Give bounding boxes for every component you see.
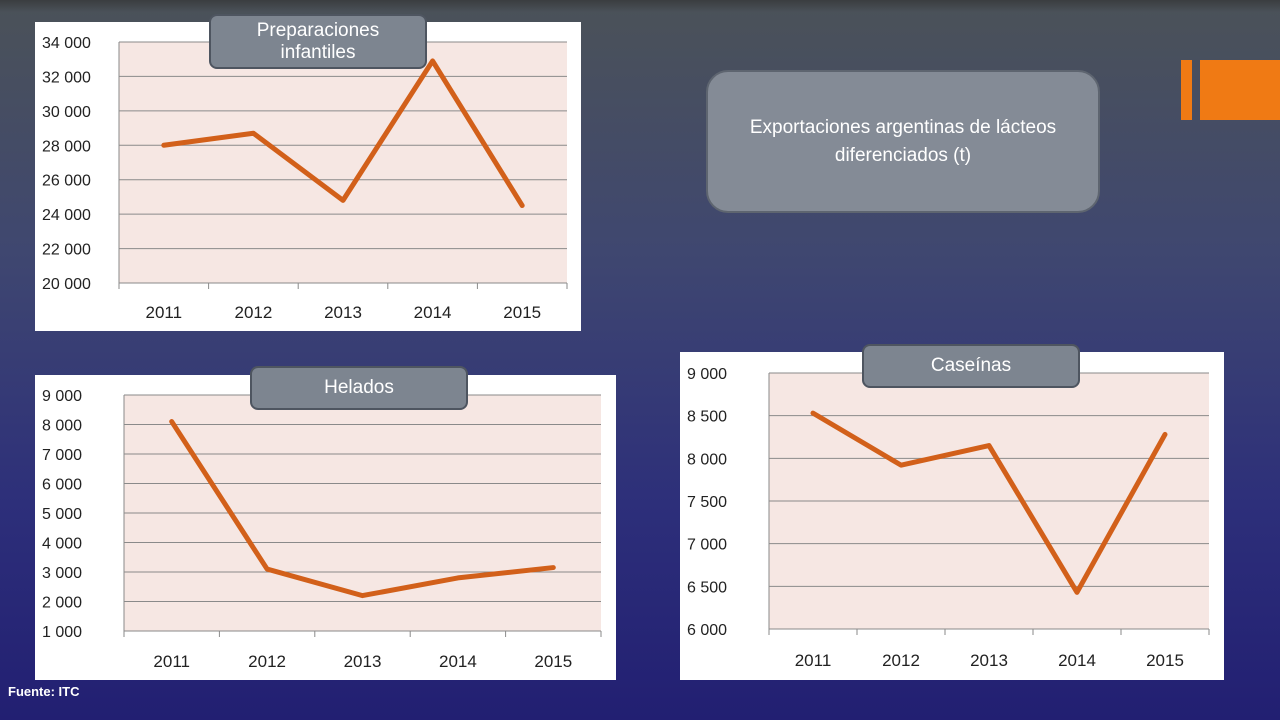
- y-tick-label: 7 000: [687, 537, 727, 554]
- plot-area: [119, 42, 567, 283]
- chart-svg: 1 000 2 000 3 000 4 000 5 000 6 000 7 000 8 000…: [42, 388, 602, 671]
- y-tick-label: 20 000: [42, 276, 91, 293]
- chart-helados: 1 000 2 000 3 000 4 000 5 000 6 000 7 000 8 000…: [35, 375, 616, 680]
- chart-svg: 6 000 6 500 7 000 7 500 8 000 8 500 9 000 2011 2…: [687, 366, 1210, 670]
- chart-caseinas: 6 000 6 500 7 000 7 500 8 000 8 500 9 000 2011 2…: [680, 352, 1224, 680]
- x-tick-label: 2012: [234, 303, 272, 322]
- x-tick-label: 2013: [324, 303, 362, 322]
- y-tick-label: 1 000: [42, 624, 82, 641]
- chart-title-helados: Helados: [250, 366, 468, 410]
- y-tick-label: 22 000: [42, 242, 91, 259]
- y-tick-label: 24 000: [42, 207, 91, 224]
- y-tick-label: 4 000: [42, 536, 82, 553]
- x-tick-label: 2015: [534, 652, 572, 671]
- y-tick-label: 34 000: [42, 35, 91, 52]
- top-shadow-bar: [0, 0, 1280, 12]
- x-tick-label: 2013: [344, 652, 382, 671]
- chart-preparaciones-infantiles: 20 000 22 000 24 000 26 000 28 000 30 000 32 0…: [35, 22, 581, 331]
- y-tick-label: 6 500: [687, 579, 727, 596]
- y-tick-label: 3 000: [42, 565, 82, 582]
- x-tick-label: 2014: [439, 652, 477, 671]
- x-tick-label: 2011: [146, 303, 183, 322]
- y-tick-label: 5 000: [42, 506, 82, 523]
- chart-title-caseinas: Caseínas: [862, 344, 1080, 388]
- y-tick-label: 7 000: [42, 447, 82, 464]
- x-tick-label: 2015: [503, 303, 541, 322]
- x-tick-label: 2011: [153, 652, 190, 671]
- y-tick-label: 6 000: [42, 477, 82, 494]
- slide-title: Exportaciones argentinas de lácteos dife…: [706, 70, 1100, 213]
- y-tick-label: 7 500: [687, 494, 727, 511]
- x-tick-label: 2011: [795, 651, 832, 670]
- y-tick-label: 8 500: [687, 409, 727, 426]
- y-tick-label: 8 000: [42, 418, 82, 435]
- y-tick-label: 9 000: [42, 388, 82, 405]
- y-tick-label: 28 000: [42, 138, 91, 155]
- y-tick-label: 2 000: [42, 595, 82, 612]
- chart-title-preparaciones: Preparaciones infantiles: [209, 14, 427, 69]
- y-tick-label: 32 000: [42, 69, 91, 86]
- accent-bar-wide: [1200, 60, 1280, 120]
- accent-bar-thin: [1181, 60, 1192, 120]
- x-tick-label: 2012: [248, 652, 286, 671]
- x-tick-label: 2014: [414, 303, 452, 322]
- source-note: Fuente: ITC: [8, 684, 80, 699]
- chart-svg: 20 000 22 000 24 000 26 000 28 000 30 000 32 0…: [42, 35, 568, 322]
- y-tick-label: 30 000: [42, 104, 91, 121]
- x-tick-label: 2012: [882, 651, 920, 670]
- y-tick-label: 6 000: [687, 622, 727, 639]
- y-tick-label: 9 000: [687, 366, 727, 383]
- x-tick-label: 2013: [970, 651, 1008, 670]
- x-tick-label: 2014: [1058, 651, 1096, 670]
- y-tick-label: 26 000: [42, 173, 91, 190]
- y-tick-label: 8 000: [687, 451, 727, 468]
- x-tick-label: 2015: [1146, 651, 1184, 670]
